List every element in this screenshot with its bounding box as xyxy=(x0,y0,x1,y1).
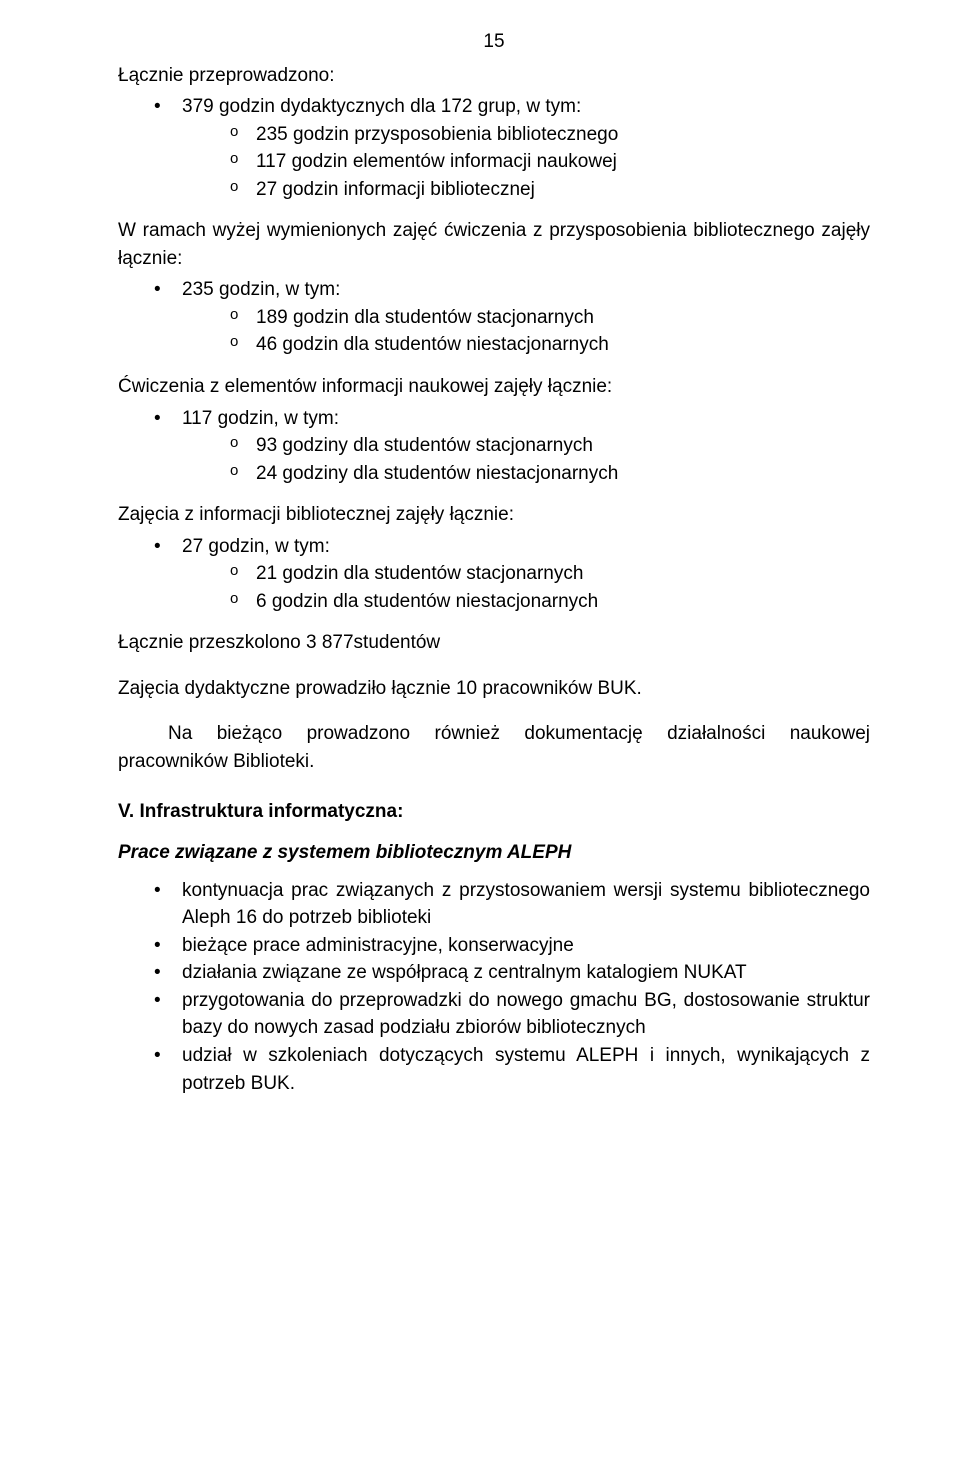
section1-list: 379 godzin dydaktycznych dla 172 grup, w… xyxy=(118,93,870,203)
aleph-list: kontynuacja prac związanych z przystosow… xyxy=(118,877,870,1097)
sub-item: 93 godziny dla studentów stacjonarnych xyxy=(230,432,870,460)
section1-sublist: 235 godzin przysposobienia biblioteczneg… xyxy=(182,121,870,204)
section4-sublist: 21 godzin dla studentów stacjonarnych 6 … xyxy=(182,560,870,615)
section1-intro: Łącznie przeprowadzono: xyxy=(118,62,870,90)
sub-item: 6 godzin dla studentów niestacjonarnych xyxy=(230,588,870,616)
list-item: udział w szkoleniach dotyczących systemu… xyxy=(154,1042,870,1097)
sub-item: 24 godziny dla studentów niestacjonarnyc… xyxy=(230,460,870,488)
list-item: kontynuacja prac związanych z przystosow… xyxy=(154,877,870,932)
sub-item: 235 godzin przysposobienia biblioteczneg… xyxy=(230,121,870,149)
section2-list: 235 godzin, w tym: 189 godzin dla studen… xyxy=(118,276,870,359)
sub-item-text: 93 godziny dla studentów stacjonarnych xyxy=(256,435,593,456)
list-item: 235 godzin, w tym: 189 godzin dla studen… xyxy=(154,276,870,359)
staff-paragraph: Zajęcia dydaktyczne prowadziło łącznie 1… xyxy=(118,675,870,703)
total-trained-paragraph: Łącznie przeszkolono 3 877studentów xyxy=(118,629,870,657)
documentation-paragraph: Na bieżąco prowadzono również dokumentac… xyxy=(118,720,870,775)
sub-item-text: 24 godziny dla studentów niestacjonarnyc… xyxy=(256,463,618,484)
sub-item-text: 189 godzin dla studentów stacjonarnych xyxy=(256,307,594,328)
sub-item: 46 godzin dla studentów niestacjonarnych xyxy=(230,331,870,359)
list-item-text: przygotowania do przeprowadzki do nowego… xyxy=(182,990,870,1039)
list-item-text: działania związane ze współpracą z centr… xyxy=(182,962,747,983)
list-item: przygotowania do przeprowadzki do nowego… xyxy=(154,987,870,1042)
sub-item-text: 27 godzin informacji bibliotecznej xyxy=(256,179,535,200)
list-item-text: 117 godzin, w tym: xyxy=(182,408,339,429)
document-page: 15 Łącznie przeprowadzono: 379 godzin dy… xyxy=(0,0,960,1466)
list-item: 117 godzin, w tym: 93 godziny dla studen… xyxy=(154,405,870,488)
list-item: 379 godzin dydaktycznych dla 172 grup, w… xyxy=(154,93,870,203)
sub-item-text: 46 godzin dla studentów niestacjonarnych xyxy=(256,334,609,355)
sub-item: 21 godzin dla studentów stacjonarnych xyxy=(230,560,870,588)
list-item-text: 379 godzin dydaktycznych dla 172 grup, w… xyxy=(182,96,581,117)
section2-sublist: 189 godzin dla studentów stacjonarnych 4… xyxy=(182,304,870,359)
sub-item-text: 6 godzin dla studentów niestacjonarnych xyxy=(256,591,598,612)
sub-item: 189 godzin dla studentów stacjonarnych xyxy=(230,304,870,332)
list-item: 27 godzin, w tym: 21 godzin dla studentó… xyxy=(154,533,870,616)
sub-item-text: 235 godzin przysposobienia biblioteczneg… xyxy=(256,124,618,145)
sub-item-text: 21 godzin dla studentów stacjonarnych xyxy=(256,563,583,584)
list-item-text: udział w szkoleniach dotyczących systemu… xyxy=(182,1045,870,1094)
list-item-text: 27 godzin, w tym: xyxy=(182,536,330,557)
sub-item: 27 godzin informacji bibliotecznej xyxy=(230,176,870,204)
section3-list: 117 godzin, w tym: 93 godziny dla studen… xyxy=(118,405,870,488)
list-item: działania związane ze współpracą z centr… xyxy=(154,959,870,987)
section3-intro: Ćwiczenia z elementów informacji naukowe… xyxy=(118,373,870,401)
list-item-text: 235 godzin, w tym: xyxy=(182,279,340,300)
list-item: bieżące prace administracyjne, konserwac… xyxy=(154,932,870,960)
section2-intro: W ramach wyżej wymienionych zajęć ćwicze… xyxy=(118,217,870,272)
sub-item: 117 godzin elementów informacji naukowej xyxy=(230,148,870,176)
list-item-text: bieżące prace administracyjne, konserwac… xyxy=(182,935,574,956)
section4-intro: Zajęcia z informacji bibliotecznej zajęł… xyxy=(118,501,870,529)
list-item-text: kontynuacja prac związanych z przystosow… xyxy=(182,880,870,929)
section4-list: 27 godzin, w tym: 21 godzin dla studentó… xyxy=(118,533,870,616)
page-number: 15 xyxy=(118,28,870,56)
sub-item-text: 117 godzin elementów informacji naukowej xyxy=(256,151,617,172)
section-v-heading: V. Infrastruktura informatyczna: xyxy=(118,798,870,826)
section3-sublist: 93 godziny dla studentów stacjonarnych 2… xyxy=(182,432,870,487)
aleph-subheading: Prace związane z systemem bibliotecznym … xyxy=(118,839,870,867)
